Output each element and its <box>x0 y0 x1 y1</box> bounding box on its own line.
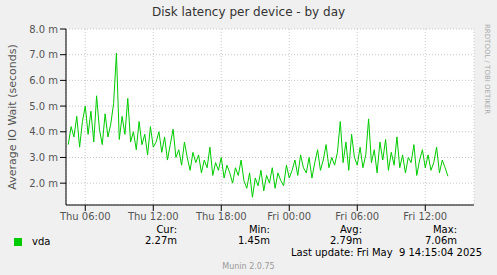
html-text:Munin 2.0.75: Munin 2.0.75 <box>222 262 275 271</box>
svg-text:Thu 12:00: Thu 12:00 <box>127 211 179 222</box>
svg-text:Thu 18:00: Thu 18:00 <box>195 211 247 222</box>
html-text:1.45m: 1.45m <box>238 235 270 246</box>
html-text:Max:: Max: <box>433 224 457 235</box>
html-text:2.27m: 2.27m <box>145 235 177 246</box>
svg-text:8.0 m: 8.0 m <box>29 24 58 35</box>
svg-text:Fri 12:00: Fri 12:00 <box>403 211 447 222</box>
svg-text:6.0 m: 6.0 m <box>29 75 58 86</box>
html-text:2.79m: 2.79m <box>330 235 362 246</box>
svg-text:Fri 06:00: Fri 06:00 <box>335 211 379 222</box>
svg-text:4.0 m: 4.0 m <box>29 126 58 137</box>
html-text:Min:: Min: <box>248 224 270 235</box>
html-text:Last update: Fri May 9 14:15:0: Last update: Fri May 9 14:15:04 2025 <box>291 247 482 258</box>
svg-text:Thu 06:00: Thu 06:00 <box>59 211 111 222</box>
html-text:Avg:: Avg: <box>340 224 362 235</box>
svg-text:7.0 m: 7.0 m <box>29 49 58 60</box>
svg-text:3.0 m: 3.0 m <box>29 152 58 163</box>
html-text:vda: vda <box>32 236 51 247</box>
svg-text:Average IO Wait (seconds): Average IO Wait (seconds) <box>8 44 19 189</box>
html-text:7.06m: 7.06m <box>425 235 457 246</box>
svg-text:5.0 m: 5.0 m <box>29 101 58 112</box>
svg-text:Fri 00:00: Fri 00:00 <box>267 211 311 222</box>
html-text:Disk latency per device - by d: Disk latency per device - by day <box>151 5 346 19</box>
html-text:Cur:: Cur: <box>156 224 177 235</box>
svg-text:2.0 m: 2.0 m <box>29 178 58 189</box>
html-text:RRDTOOL / TOBI OETIKER: RRDTOOL / TOBI OETIKER <box>483 24 491 115</box>
